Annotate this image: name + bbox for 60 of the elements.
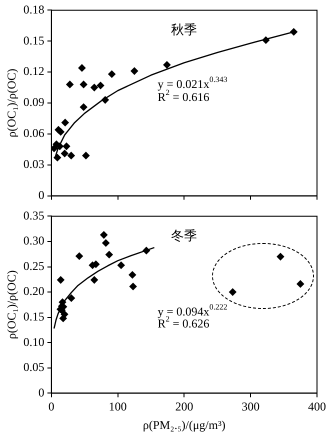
- x-tick-label: 100: [108, 400, 127, 414]
- x-tick-label: 200: [175, 400, 194, 414]
- point: [100, 231, 108, 239]
- y-tick-label: 0.35: [23, 208, 44, 222]
- point: [82, 152, 90, 160]
- y-tick-label: 0: [38, 188, 44, 202]
- x-tick-label: 300: [242, 400, 260, 414]
- point: [129, 282, 137, 290]
- point: [142, 246, 150, 254]
- y-tick-label: 0: [38, 385, 44, 400]
- point: [66, 80, 74, 88]
- point: [163, 61, 171, 69]
- point: [76, 252, 83, 260]
- point: [54, 154, 62, 162]
- point: [60, 150, 68, 158]
- y-tick-label: 0.06: [23, 126, 44, 140]
- point: [117, 262, 125, 269]
- point: [96, 82, 104, 90]
- point: [296, 280, 304, 288]
- y-tick-label: 0.10: [23, 334, 44, 349]
- point: [228, 288, 236, 296]
- point: [101, 96, 109, 104]
- point: [262, 36, 270, 44]
- y-tick-label: 0.09: [23, 95, 44, 110]
- y-tick-label: 0.05: [23, 360, 44, 374]
- point: [62, 142, 70, 150]
- x-tick-label: 400: [308, 400, 326, 414]
- point: [59, 314, 67, 322]
- point: [90, 276, 98, 284]
- y-tick-label: 0.18: [23, 2, 44, 16]
- x-axis-title: ρ(PM₂.₅)/(μg/m³): [142, 418, 226, 432]
- point: [290, 28, 298, 36]
- y-tick-label: 0.03: [23, 157, 44, 172]
- text: 冬季: [171, 228, 198, 244]
- point: [56, 276, 64, 284]
- y-tick-label: 0.25: [23, 258, 44, 273]
- point: [78, 64, 86, 72]
- point: [67, 152, 75, 160]
- point: [128, 271, 136, 279]
- point: [80, 103, 88, 111]
- y-tick-label: 0.12: [23, 64, 44, 78]
- y-tick-label: 0.20: [23, 284, 44, 298]
- y-tick-label: 0.30: [23, 234, 44, 248]
- point: [276, 252, 284, 260]
- point: [130, 67, 138, 75]
- point: [90, 84, 98, 92]
- x-tick-label: 0: [48, 400, 54, 414]
- point: [61, 118, 69, 126]
- point: [102, 239, 110, 247]
- text: 秋季: [171, 22, 198, 38]
- y-tick-label: 0.15: [23, 33, 44, 48]
- y-tick-label: 0.15: [23, 310, 44, 324]
- point: [80, 80, 88, 88]
- point: [56, 128, 64, 136]
- point: [105, 250, 113, 258]
- y-axis-title: ρ(OC₁)/ρ(OC): [4, 270, 18, 340]
- point: [108, 70, 116, 78]
- y-axis-title: ρ(OC₁)/ρ(OC): [4, 68, 18, 138]
- point: [68, 294, 76, 302]
- point: [56, 142, 64, 150]
